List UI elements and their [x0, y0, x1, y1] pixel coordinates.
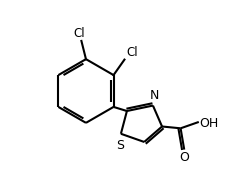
Text: OH: OH — [200, 117, 219, 130]
Text: Cl: Cl — [74, 27, 85, 40]
Text: O: O — [179, 151, 189, 164]
Text: S: S — [116, 139, 124, 152]
Text: Cl: Cl — [126, 46, 138, 59]
Text: N: N — [150, 89, 159, 102]
